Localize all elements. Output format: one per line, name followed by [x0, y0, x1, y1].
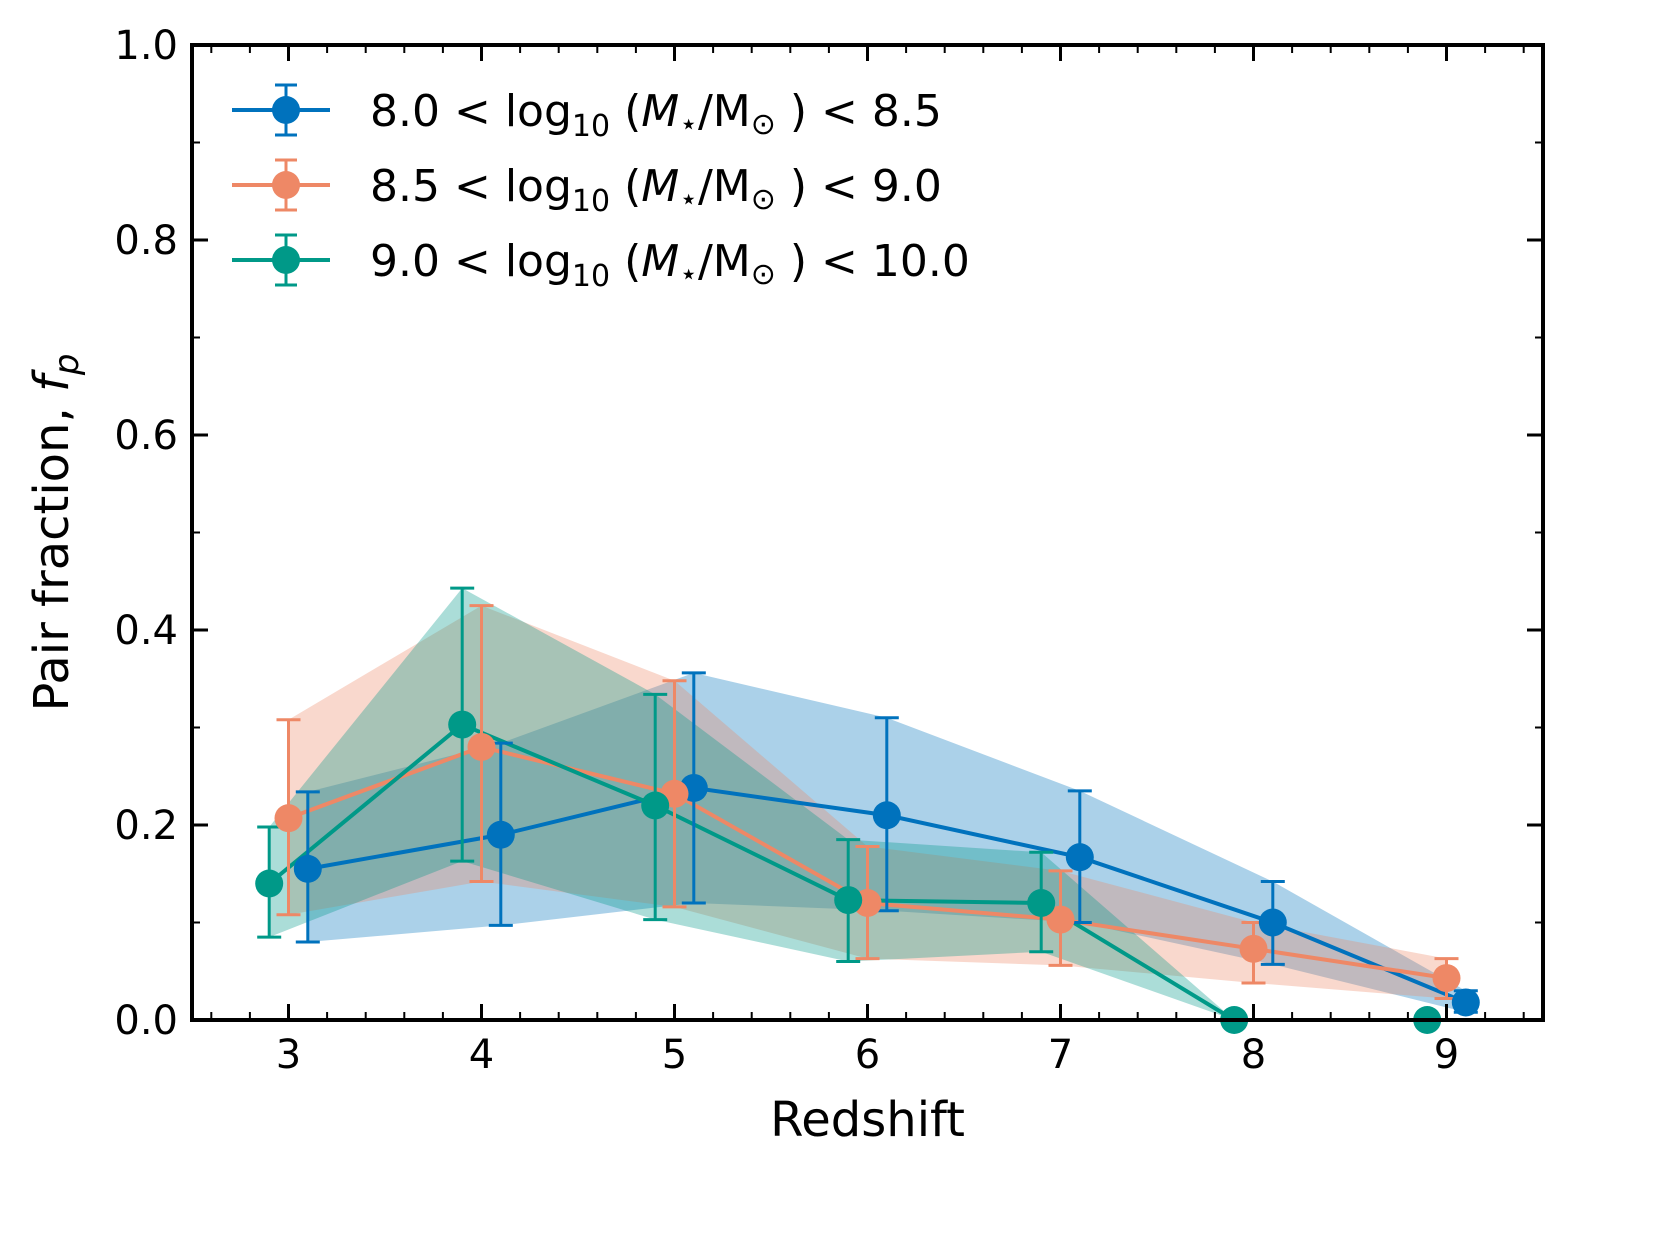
legend-msun: /M [698, 161, 751, 212]
legend-sun: ⊙ [751, 257, 776, 292]
legend-low: 9.0 < log [370, 236, 572, 287]
y-tick-labels: 0.0 0.2 0.4 0.6 0.8 1.0 [114, 23, 178, 1044]
data-point [1258, 908, 1287, 937]
legend-mass: M [641, 236, 679, 287]
x-axis-title: Redshift [770, 1092, 965, 1148]
data-point [872, 801, 901, 830]
data-point [293, 854, 322, 883]
y-tick-label: 0.0 [114, 998, 178, 1044]
legend-high: ) < 9.0 [776, 161, 942, 212]
y-axis-title: Pair fraction, fp [24, 354, 87, 712]
data-point [486, 820, 515, 849]
y-axis-title-symbol-sub: p [47, 354, 87, 377]
data-point [1027, 889, 1056, 917]
data-point [1065, 843, 1094, 872]
x-tick-label: 5 [662, 1032, 687, 1078]
x-tick-labels: 3 4 5 6 7 8 9 [276, 1032, 1459, 1078]
legend-label: 8.0 < log10 (M⋆/M⊙ ) < 8.5 [370, 86, 942, 144]
legend-high: ) < 10.0 [776, 236, 970, 287]
x-tick-label: 9 [1434, 1032, 1459, 1078]
y-axis-title-text: Pair fraction, [24, 392, 80, 711]
legend-mass: M [641, 86, 679, 137]
y-tick-label: 1.0 [114, 23, 178, 69]
y-tick-label: 0.6 [114, 413, 178, 459]
legend-star: ⋆ [679, 107, 698, 142]
x-tick-label: 3 [276, 1032, 301, 1078]
legend-mass: M [641, 161, 679, 212]
legend-star: ⋆ [679, 182, 698, 217]
data-point [1239, 934, 1268, 963]
legend-paren: ( [610, 236, 641, 287]
legend-sun: ⊙ [751, 107, 776, 142]
data-point [1432, 964, 1461, 993]
legend-marker [272, 96, 300, 124]
legend-low: 8.5 < log [370, 161, 572, 212]
legend-sun: ⊙ [751, 182, 776, 217]
legend-paren: ( [610, 161, 641, 212]
data-points [255, 710, 1480, 1034]
legend-star: ⋆ [679, 257, 698, 292]
y-tick-label: 0.8 [114, 218, 178, 264]
legend: 8.0 < log10 (M⋆/M⊙ ) < 8.58.5 < log10 (M… [232, 83, 970, 294]
legend-high: ) < 8.5 [776, 86, 942, 137]
data-point [834, 886, 863, 915]
confidence-band [269, 588, 1428, 1020]
legend-low: 8.0 < log [370, 86, 572, 137]
data-point [274, 804, 303, 833]
confidence-band [288, 605, 1447, 999]
x-tick-label: 8 [1241, 1032, 1266, 1078]
data-point [448, 710, 477, 739]
legend-log-sub: 10 [572, 184, 610, 219]
legend-marker [272, 171, 300, 199]
y-tick-label: 0.2 [114, 803, 178, 849]
x-tick-label: 4 [469, 1032, 494, 1078]
legend-label: 9.0 < log10 (M⋆/M⊙ ) < 10.0 [370, 236, 970, 294]
x-tick-label: 7 [1048, 1032, 1073, 1078]
legend-marker [272, 246, 300, 274]
legend-msun: /M [698, 236, 751, 287]
legend-paren: ( [610, 86, 641, 137]
data-point [1451, 988, 1480, 1017]
y-tick-label: 0.4 [114, 608, 178, 654]
data-point [467, 733, 496, 761]
data-point [255, 869, 284, 898]
x-tick-label: 6 [855, 1032, 880, 1078]
legend-label: 8.5 < log10 (M⋆/M⊙ ) < 9.0 [370, 161, 942, 219]
legend-log-sub: 10 [572, 109, 610, 144]
legend-log-sub: 10 [572, 259, 610, 294]
legend-msun: /M [698, 86, 751, 137]
data-point [1046, 905, 1075, 934]
data-point [641, 791, 670, 820]
axis-ticks [192, 43, 1543, 1022]
